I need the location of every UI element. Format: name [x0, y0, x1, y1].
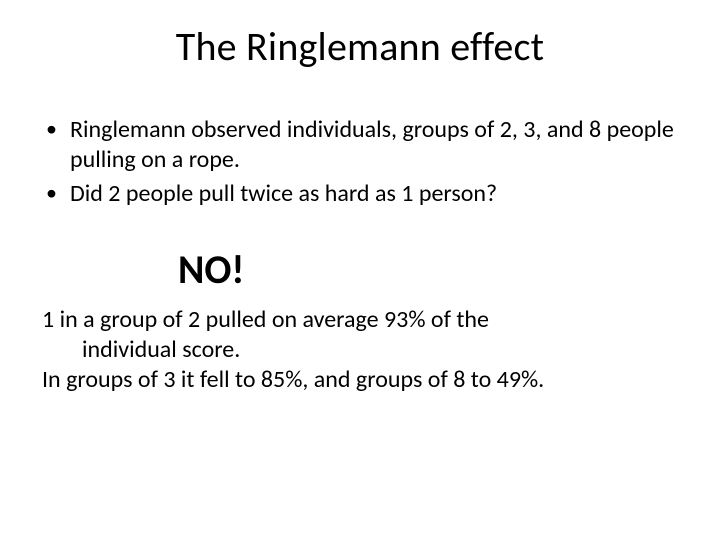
slide: The Ringlemann effect Ringlemann observe…: [0, 0, 720, 540]
slide-title: The Ringlemann effect: [0, 22, 720, 71]
body-paragraph: 1 in a group of 2 pulled on average 93% …: [42, 305, 680, 395]
bullet-text: Ringlemann observed individuals, groups …: [70, 115, 680, 175]
paragraph-line: In groups of 3 it fell to 85%, and group…: [42, 365, 544, 394]
paragraph-line: individual score.: [42, 335, 680, 365]
emphasis-text: NO!: [178, 245, 244, 294]
bullet-item: Ringlemann observed individuals, groups …: [42, 115, 680, 175]
bullet-text: Did 2 people pull twice as hard as 1 per…: [70, 179, 680, 209]
paragraph-line: 1 in a group of 2 pulled on average 93% …: [42, 305, 489, 334]
bullet-list: Ringlemann observed individuals, groups …: [42, 115, 680, 213]
bullet-item: Did 2 people pull twice as hard as 1 per…: [42, 179, 680, 209]
